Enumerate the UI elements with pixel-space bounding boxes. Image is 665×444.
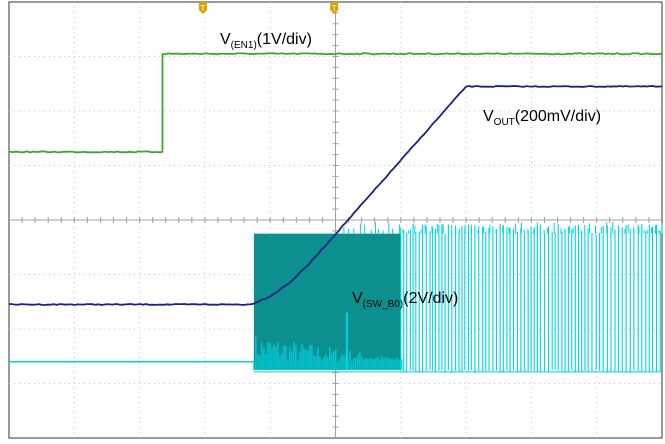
vout-trace xyxy=(8,85,662,306)
label-vout-sub: OUT xyxy=(494,117,515,128)
label-sw-main: V xyxy=(352,290,363,307)
sw-b0-waveform xyxy=(9,221,663,373)
traces xyxy=(8,52,663,306)
label-vout-scale: (200mV/div) xyxy=(515,108,601,125)
trigger-marker-2: T xyxy=(330,2,339,14)
trigger-marker-shape xyxy=(330,2,339,14)
trigger-marker-shape xyxy=(198,2,207,14)
label-en1-main: V xyxy=(220,31,231,48)
label-en1-scale: (1V/div) xyxy=(257,31,312,48)
trigger-marker-text: T xyxy=(200,4,205,13)
label-en1-sub: (EN1) xyxy=(231,40,257,51)
trigger-marker-1: T xyxy=(198,2,207,14)
label-en1: V(EN1)(1V/div) xyxy=(220,31,312,51)
en1-trace xyxy=(8,52,663,154)
label-sw-sub: (SW_B0) xyxy=(363,299,404,310)
label-vout: VOUT(200mV/div) xyxy=(483,108,601,128)
label-sw-scale: (2V/div) xyxy=(403,290,458,307)
label-vout-main: V xyxy=(483,108,494,125)
label-sw: V(SW_B0)(2V/div) xyxy=(352,290,458,310)
trigger-marker-text: T xyxy=(332,4,337,13)
